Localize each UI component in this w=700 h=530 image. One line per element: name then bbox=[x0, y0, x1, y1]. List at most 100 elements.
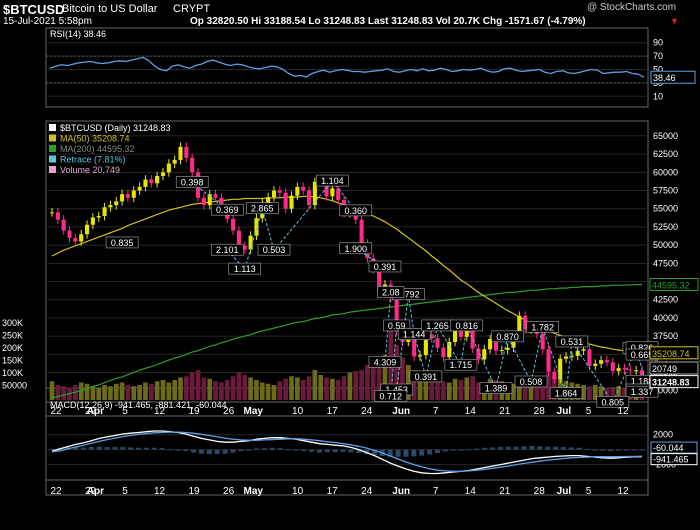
price-tick-label: 37500 bbox=[653, 331, 678, 341]
price-date-label: 21 bbox=[499, 406, 511, 417]
macd-histogram-bar bbox=[490, 447, 496, 450]
price-value-box bbox=[649, 277, 699, 291]
volume-bar bbox=[236, 372, 242, 400]
macd-histogram-bar bbox=[521, 446, 527, 450]
volume-bar bbox=[406, 365, 411, 400]
retrace-line bbox=[507, 336, 532, 383]
macd-histogram-bar bbox=[592, 449, 598, 451]
macd-histogram-bar bbox=[372, 449, 378, 455]
candle-body bbox=[283, 192, 288, 209]
retrace-label-box bbox=[339, 204, 373, 217]
retrace-line bbox=[425, 325, 439, 377]
volume-bar bbox=[166, 382, 172, 400]
volume-bar bbox=[189, 372, 195, 400]
rsi-tick-label: 50 bbox=[653, 65, 663, 75]
rsi-tick-label: 90 bbox=[653, 38, 663, 48]
macd-histogram-bar bbox=[324, 449, 330, 453]
volume-bar bbox=[359, 370, 364, 400]
macd-histogram-bar bbox=[183, 449, 189, 452]
volume-bar bbox=[102, 385, 107, 400]
candle-body bbox=[558, 358, 563, 380]
symbol[interactable]: $BTCUSD bbox=[3, 2, 65, 17]
candle-body bbox=[213, 194, 218, 198]
price-value-label: 44595.32 bbox=[652, 280, 690, 290]
retrace-line bbox=[542, 327, 567, 394]
candle-body bbox=[55, 212, 60, 220]
candle-body bbox=[301, 186, 306, 191]
candle-body bbox=[79, 234, 84, 242]
macd-histogram-bar bbox=[623, 449, 629, 451]
price-panel-frame bbox=[45, 120, 649, 403]
macd-histogram-bar bbox=[80, 447, 86, 450]
macd-date-label: 5 bbox=[122, 486, 128, 497]
retrace-label-box bbox=[625, 385, 659, 398]
macd-date-label: 21 bbox=[499, 486, 511, 497]
rsi-tick-label: 70 bbox=[653, 51, 663, 61]
macd-date-label: 12 bbox=[154, 486, 166, 497]
volume-bar bbox=[312, 370, 318, 400]
macd-histogram-bar bbox=[545, 446, 551, 450]
volume-bar bbox=[516, 380, 522, 400]
volume-bar bbox=[119, 382, 125, 400]
candle-body bbox=[336, 188, 341, 200]
candle-body bbox=[511, 336, 516, 348]
candle-body bbox=[90, 217, 95, 225]
volume-bar bbox=[534, 382, 540, 400]
macd-histogram-bar bbox=[269, 447, 275, 450]
retrace-label: 1.113 bbox=[234, 264, 256, 274]
macd-histogram-bar bbox=[128, 447, 134, 450]
legend-swatch bbox=[49, 155, 56, 163]
volume-bar bbox=[195, 370, 201, 400]
price-legend-item: Volume 20,749 bbox=[60, 165, 120, 175]
price-tick-label: 42500 bbox=[653, 295, 678, 305]
volume-bar bbox=[254, 380, 259, 400]
candle-body bbox=[207, 194, 212, 206]
macd-value-box bbox=[650, 453, 698, 466]
retrace-label: 4.309 bbox=[374, 357, 397, 367]
macd-histogram-bar bbox=[419, 449, 425, 456]
candle-body bbox=[73, 237, 78, 242]
macd-value-box bbox=[650, 441, 698, 454]
volume-bar bbox=[61, 386, 67, 400]
macd-histogram-bar bbox=[175, 449, 181, 451]
retrace-label-box bbox=[377, 286, 405, 298]
retrace-label-box bbox=[257, 243, 291, 256]
candle-body bbox=[131, 190, 136, 198]
macd-histogram-bar bbox=[112, 447, 118, 450]
candle-body bbox=[277, 190, 282, 193]
volume-bar bbox=[160, 380, 166, 400]
macd-histogram-bar bbox=[474, 448, 480, 450]
macd-histogram-bar bbox=[96, 446, 102, 450]
retrace-label-box bbox=[245, 202, 279, 215]
retrace-label-box bbox=[228, 262, 262, 275]
retrace-label-box bbox=[596, 396, 630, 408]
volume-bar bbox=[400, 357, 405, 400]
macd-histogram-bar bbox=[88, 447, 94, 450]
volume-bar bbox=[184, 376, 189, 400]
volume-bar bbox=[587, 386, 592, 400]
candle-body bbox=[429, 334, 434, 339]
retrace-label: 1.104 bbox=[321, 176, 344, 186]
chart-header: $BTCUSD Bitcoin to US Dollar CRYPT @ Sto… bbox=[0, 0, 700, 28]
macd-tick-label: 2000 bbox=[653, 430, 673, 440]
price-date-label: 17 bbox=[327, 406, 339, 417]
candle-body bbox=[49, 212, 55, 214]
legend-swatch bbox=[49, 124, 56, 131]
volume-bar bbox=[230, 376, 236, 400]
volume-bar bbox=[90, 386, 96, 400]
volume-bar bbox=[96, 387, 102, 400]
candle-body bbox=[254, 218, 259, 236]
price-date-label: 22 bbox=[50, 406, 62, 417]
candle-body bbox=[435, 338, 440, 348]
candle-body bbox=[628, 369, 633, 371]
retrace-label: 1.864 bbox=[555, 389, 578, 399]
candle-body bbox=[604, 360, 609, 363]
price-tick-label: 50000 bbox=[653, 240, 678, 250]
legend-swatch bbox=[49, 145, 56, 152]
macd-date-label: 17 bbox=[327, 486, 339, 497]
price-date-label: 12 bbox=[618, 406, 630, 417]
candle-body bbox=[470, 324, 475, 349]
macd-histogram-bar bbox=[434, 449, 440, 453]
price-tick-label: 65000 bbox=[653, 131, 678, 141]
